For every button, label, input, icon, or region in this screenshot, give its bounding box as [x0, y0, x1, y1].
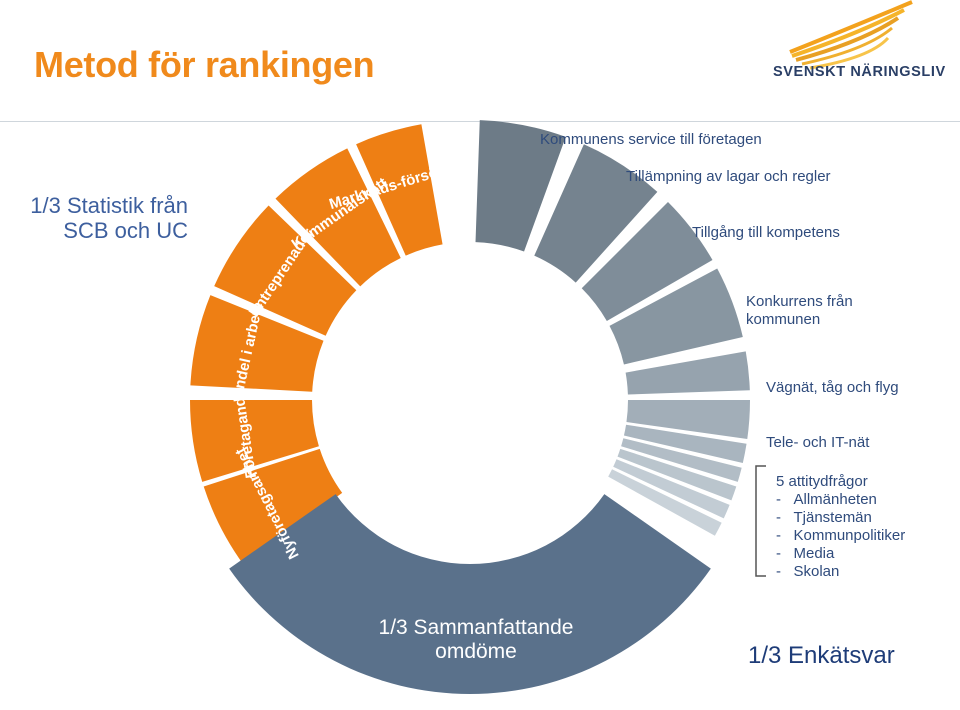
segment-andel-i-arbete [190, 295, 324, 392]
segment-tele [626, 400, 750, 439]
segment-konkurrens [609, 268, 743, 365]
center-label-line2: omdöme [435, 640, 517, 663]
segment-vagnat [625, 351, 750, 395]
statistics-note-line1: 1/3 Statistik från [30, 193, 188, 218]
attitude-item: Tjänstemän [776, 509, 905, 527]
segment-attityd-5 [608, 469, 722, 536]
attitude-bracket [755, 465, 766, 577]
segment-nyforetagsamhet [203, 448, 343, 565]
logo-text: SVENSKT NÄRINGSLIV [773, 64, 946, 80]
segment-kommunalskatt [275, 148, 401, 287]
segment-lagar [534, 144, 658, 283]
statistics-note: 1/3 Statistik från SCB och UC [30, 193, 188, 243]
segment-attityd-3 [617, 448, 737, 501]
label-konkurrens-line1: Konkurrens från [746, 293, 853, 310]
segment-marknadsforsorjning [356, 124, 443, 256]
label-tele: Tele- och IT-nät [766, 434, 870, 451]
segment-foretagande [190, 400, 319, 482]
attitude-item: Allmänheten [776, 491, 905, 509]
segment-service [475, 120, 566, 252]
sail-logo-icon [789, 0, 913, 70]
segment-kompetens [581, 202, 713, 321]
attitude-list: 5 attitydfrågor Allmänheten Tjänstemän K… [776, 473, 905, 581]
segment-entreprenader [214, 205, 357, 336]
segment-attityd-1 [623, 424, 747, 463]
center-label-line1: 1/3 Sammanfattande [379, 616, 574, 639]
statistics-note-line2: SCB och UC [63, 218, 188, 243]
label-konkurrens: Konkurrens från kommunen [746, 293, 853, 329]
segment-attityd-4 [613, 459, 730, 519]
label-service: Kommunens service till företagen [540, 131, 762, 148]
segment-summary [229, 494, 711, 694]
segment-attityd-2 [621, 438, 742, 482]
attitude-item: Kommunpolitiker [776, 527, 906, 545]
page-title: Metod för rankingen [34, 44, 375, 85]
label-vagnat: Vägnät, tåg och flyg [766, 379, 899, 396]
attitude-item: Media [776, 545, 905, 563]
attitude-heading: 5 attitydfrågor [776, 473, 868, 490]
label-lagar: Tillämpning av lagar och regler [626, 168, 831, 185]
label-konkurrens-line2: kommunen [746, 311, 821, 328]
label-kompetens: Tillgång till kompetens [692, 224, 840, 241]
attitude-item: Skolan [776, 563, 905, 581]
survey-note: 1/3 Enkätsvar [748, 642, 895, 669]
